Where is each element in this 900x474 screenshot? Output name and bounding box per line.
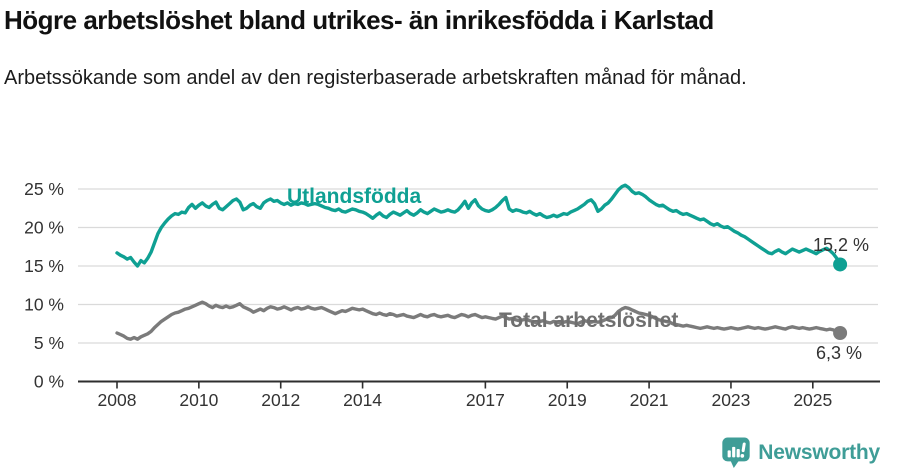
y-tick-label: 20 %: [24, 218, 64, 238]
y-tick-label: 0 %: [34, 372, 64, 392]
line-chart: 0 % 5 % 10 % 15 % 20 % 25 % 2008 2010 2012 2014 20…: [0, 165, 900, 460]
chart-canvas: 0 % 5 % 10 % 15 % 20 % 25 % 2008 2010 2012 2014 20…: [24, 179, 880, 410]
series-line-total-arbetsl-shet: [115, 300, 842, 341]
x-tick-label: 2025: [793, 390, 832, 410]
x-tick-label: 2017: [466, 390, 505, 410]
logo-bar-1: [727, 450, 732, 458]
chart-subtitle: Arbetssökande som andel av den registerb…: [4, 67, 747, 89]
chart-title: Högre arbetslöshet bland utrikes- än inr…: [4, 5, 714, 35]
x-tick-label: 2012: [261, 390, 300, 410]
newsworthy-logo: Newsworthy: [721, 436, 880, 470]
series-end-dot: [833, 257, 848, 272]
series-label-total-arbetsloshet: Total arbetslöshet: [499, 309, 679, 332]
logo-bar-3: [736, 449, 741, 458]
series-end-dot: [833, 325, 848, 340]
x-tick-label: 2021: [630, 390, 669, 410]
series-line-utlandsf-dda: [115, 183, 842, 268]
x-tick-label: 2014: [343, 390, 382, 410]
x-tick-label: 2008: [98, 390, 137, 410]
newsworthy-logo-icon: [722, 437, 750, 468]
x-tick-label: 2023: [711, 390, 750, 410]
end-value-total-arbetsloshet: 6,3 %: [816, 343, 863, 363]
y-tick-label: 15 %: [24, 256, 64, 276]
logo-exclamation: [740, 442, 746, 458]
y-tick-label: 25 %: [24, 179, 64, 199]
y-tick-label: 10 %: [24, 295, 64, 315]
y-tick-label: 5 %: [34, 333, 64, 353]
series-label-utlandsfodda: Utlandsfödda: [287, 185, 422, 208]
x-tick-label: 2019: [548, 390, 587, 410]
logo-bar-2: [732, 446, 736, 458]
newsworthy-logo-text: Newsworthy: [758, 441, 880, 464]
x-tick-label: 2010: [179, 390, 218, 410]
end-value-utlandsfodda: 15,2 %: [813, 235, 870, 255]
